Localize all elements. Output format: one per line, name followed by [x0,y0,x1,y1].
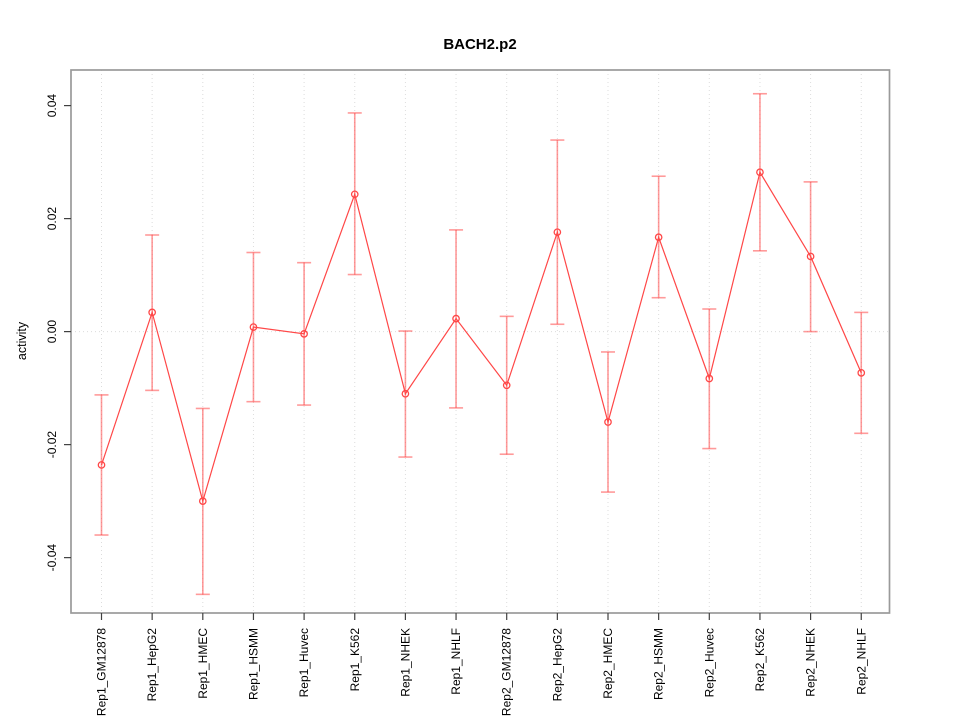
data-line-layer [100,170,862,504]
x-tick-label: Rep2_HepG2 [550,628,564,702]
x-tick-label: Rep2_GM12878 [500,628,514,716]
x-tick-label: Rep1_HepG2 [145,628,159,702]
data-point [502,381,511,390]
x-tick-label: Rep1_Huvec [297,628,311,697]
error-bar-layer [94,92,869,596]
x-tick-label: Rep1_NHLF [449,628,463,695]
data-point [806,252,815,261]
y-tick-label: 0.00 [45,320,59,344]
y-tick-label: -0.02 [45,431,59,459]
x-tick-label: Rep2_NHEK [804,628,818,697]
data-point [198,497,207,505]
x-tick-label: Rep2_HSMM [652,628,666,700]
data-point [249,323,258,331]
data-point [350,190,359,199]
data-point [857,369,866,377]
y-tick-label: 0.02 [45,207,59,231]
data-point [97,461,106,469]
data-point [148,308,156,317]
y-tick-label: -0.04 [45,544,59,572]
x-tick-label: Rep2_HMEC [601,628,615,699]
x-tick-label: Rep2_Huvec [702,628,716,697]
axis-frame-layer [70,69,891,614]
x-tick-label: Rep1_NHEK [398,628,412,697]
data-point [705,374,714,383]
y-axis-title: activity [15,321,29,360]
plot-frame [70,69,891,614]
grid-layer [71,70,890,613]
data-point [300,330,308,338]
x-tick-label: Rep2_K562 [753,628,767,692]
y-tick-label: 0.04 [45,94,59,118]
data-point [452,314,460,323]
data-point-layer [97,168,866,505]
chart-title: BACH2.p2 [443,36,516,53]
data-point [401,389,410,398]
x-tick-label: Rep2_NHLF [854,628,868,695]
x-tick-label: Rep1_HMEC [196,628,210,699]
x-tick-label: Rep1_GM12878 [95,628,109,716]
activity-line [100,170,862,504]
x-tick-label: Rep1_HSMM [246,628,260,700]
data-point [604,418,612,426]
data-point [756,168,764,177]
data-point [654,233,663,242]
axis-tick-layer: -0.04 -0.02 0.00 0.02 0.04 Rep1_GM12878 Rep1_H… [45,94,868,716]
x-tick-label: Rep1_K562 [348,628,362,692]
data-point [553,228,562,237]
